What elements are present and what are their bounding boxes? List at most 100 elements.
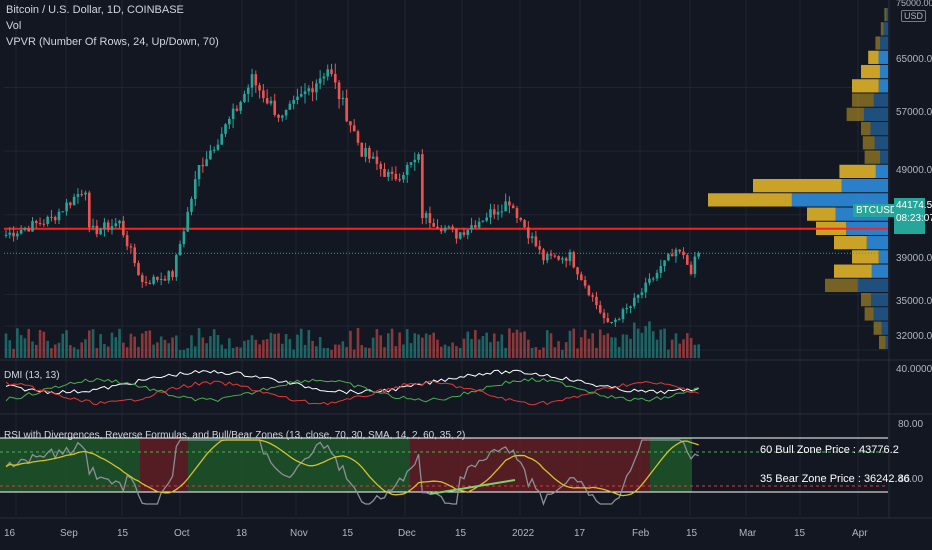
volume-bar [318,337,322,358]
volume-bar [413,333,417,358]
volume-bar [103,343,106,358]
volume-bar [178,349,182,358]
candle-body [159,278,163,280]
candle-body [591,295,594,297]
candle-body [167,271,171,281]
volume-bar [95,348,99,358]
candle-body [542,249,545,261]
candle-body [190,198,193,212]
volume-bar [576,348,579,358]
volume-bar [530,347,534,358]
candle-body [42,223,46,225]
volume-bar [428,334,432,358]
volume-bar [201,337,205,358]
rsi-indicator-label: RSI with Divergences, Reverse Formulas, … [4,430,466,441]
volume-bar [390,328,394,358]
dmi-indicator-label: DMI (13, 13) [4,370,60,381]
volume-profile-down-bar [861,64,880,79]
candle-body [614,319,617,322]
volume-profile-down-bar [839,164,876,178]
candle-body [655,272,659,279]
volume-bar [436,339,439,358]
candle-body [118,220,121,224]
candle-body [527,227,530,239]
candle-body [250,74,254,88]
candle-body [333,73,337,83]
candle-body [224,124,227,134]
volume-bar [156,342,159,358]
candle-body [583,280,587,286]
volume-bar [76,349,80,358]
volume-profile-down-bar [884,7,887,22]
volume-bar [129,333,133,358]
volume-bar [23,338,27,358]
volume-bar [288,339,292,358]
volume-bar [557,341,560,358]
candle-body [50,216,53,218]
time-tick: 18 [236,528,248,539]
candle-body [485,217,488,221]
candle-body [69,202,72,206]
volume-bar [625,334,629,358]
candle-body [303,91,307,95]
candle-body [659,266,663,273]
candle-body [12,232,15,237]
time-tick: Apr [852,528,868,539]
candle-body [292,100,295,104]
candle-body [258,85,261,91]
volume-bar [674,333,678,358]
candle-body [330,69,333,74]
volume-bar [307,330,311,358]
volume-bar [583,329,587,358]
candle-body [508,201,511,206]
candle-body [519,217,523,221]
time-axis[interactable]: 16 Sep 15 Oct 18 Nov 15 Dec 15 2022 17 F… [0,520,932,550]
volume-profile-down-bar [864,150,881,164]
candle-body [356,131,360,143]
volume-bar [527,339,530,358]
volume-bar [697,344,700,358]
rsi-line [5,439,699,506]
volume-bar [682,339,685,358]
volume-bar [258,344,261,358]
candle-body [455,228,458,239]
volume-bar [246,339,250,358]
rsi-zone-band [140,438,188,492]
time-tick: Oct [174,528,190,539]
volume-bar [409,343,413,358]
candle-body [447,226,451,228]
volume-bar [72,347,76,358]
volume-bar [360,345,364,358]
volume-bar [148,330,152,358]
volume-bar [341,341,345,358]
candle-body [175,255,178,278]
candle-body [156,276,159,280]
candle-body [557,256,560,260]
candles [4,63,700,327]
candle-body [640,292,644,296]
volume-bar [492,333,496,358]
volume-bars [4,321,700,358]
volume-bar [114,337,118,358]
volume-bar [651,331,655,358]
volume-bar [8,340,12,358]
volume-bar [250,335,254,358]
candle-body [678,249,682,252]
candle-body [186,211,189,232]
candle-body [576,267,579,275]
currency-label[interactable]: USD [901,10,927,22]
volume-bar [500,334,504,358]
volume-bar [458,347,462,358]
volume-bar [598,329,602,358]
candle-body [216,144,220,150]
candle-body [523,220,526,228]
candle-body [133,247,136,264]
rsi-sma-line [5,439,699,497]
rsi-pane [0,437,888,506]
volume-bar [644,326,647,358]
time-tick: Feb [632,528,650,539]
candle-body [235,108,239,111]
candle-body [386,171,390,177]
volume-profile-down-bar [852,79,879,93]
